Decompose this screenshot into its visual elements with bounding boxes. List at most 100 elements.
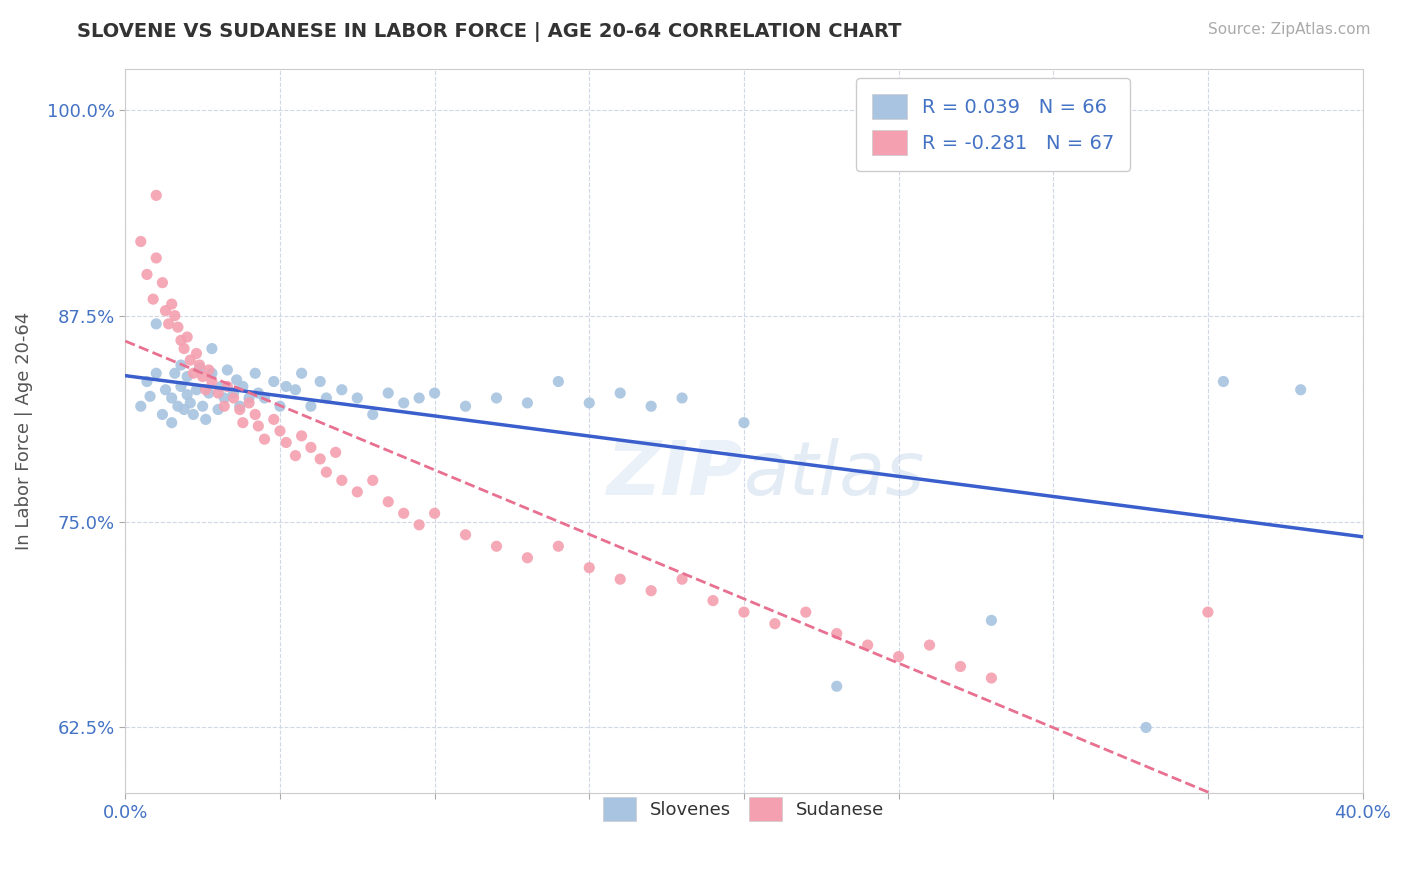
Point [346, 391, 368, 405]
Point [170, 358, 193, 372]
Point [291, 429, 314, 443]
Point [578, 560, 600, 574]
Point [167, 320, 190, 334]
Point [207, 402, 229, 417]
Point [408, 517, 430, 532]
Point [392, 506, 415, 520]
Point [1197, 605, 1219, 619]
Point [269, 424, 291, 438]
Point [139, 389, 162, 403]
Point [176, 369, 198, 384]
Point [825, 626, 848, 640]
Point [856, 638, 879, 652]
Point [671, 391, 693, 405]
Point [980, 613, 1002, 627]
Point [253, 432, 276, 446]
Point [247, 419, 270, 434]
Point [152, 276, 174, 290]
Point [733, 605, 755, 619]
Point [423, 386, 446, 401]
Point [253, 391, 276, 405]
Point [245, 366, 267, 380]
Point [284, 449, 307, 463]
Point [155, 303, 177, 318]
Point [980, 671, 1002, 685]
Point [167, 399, 190, 413]
Point [222, 391, 245, 405]
Point [217, 363, 239, 377]
Point [291, 366, 314, 380]
Point [949, 659, 972, 673]
Point [194, 383, 217, 397]
Point [145, 251, 167, 265]
Point [309, 375, 332, 389]
Point [309, 452, 332, 467]
Point [276, 435, 298, 450]
Point [207, 386, 229, 401]
Point [160, 391, 183, 405]
Point [454, 527, 477, 541]
Point [198, 363, 221, 377]
Point [284, 383, 307, 397]
Point [232, 416, 254, 430]
Point [188, 358, 211, 372]
Point [155, 383, 177, 397]
Point [516, 550, 538, 565]
Point [245, 408, 267, 422]
Point [191, 399, 214, 413]
Point [238, 391, 260, 405]
Point [392, 396, 415, 410]
Point [201, 342, 224, 356]
Point [152, 408, 174, 422]
Point [423, 506, 446, 520]
Point [163, 309, 186, 323]
Point [330, 383, 353, 397]
Point [263, 375, 285, 389]
Point [733, 416, 755, 430]
Point [825, 679, 848, 693]
Point [671, 572, 693, 586]
Point [887, 649, 910, 664]
Point [640, 399, 662, 413]
Point [269, 399, 291, 413]
Point [361, 408, 384, 422]
Legend: Slovenes, Sudanese: Slovenes, Sudanese [589, 783, 898, 835]
Point [173, 342, 195, 356]
Point [214, 399, 236, 413]
Point [170, 379, 193, 393]
Point [176, 387, 198, 401]
Point [315, 391, 337, 405]
Point [609, 572, 631, 586]
Point [142, 292, 165, 306]
Point [163, 366, 186, 380]
Point [547, 375, 569, 389]
Point [1289, 383, 1312, 397]
Point [188, 361, 211, 376]
Point [315, 465, 337, 479]
Point [222, 386, 245, 401]
Point [516, 396, 538, 410]
Point [330, 474, 353, 488]
Point [229, 402, 252, 417]
Point [173, 402, 195, 417]
Point [763, 616, 786, 631]
Point [186, 346, 208, 360]
Text: Source: ZipAtlas.com: Source: ZipAtlas.com [1208, 22, 1371, 37]
Point [346, 484, 368, 499]
Point [225, 373, 247, 387]
Point [229, 399, 252, 413]
Point [299, 399, 322, 413]
Point [136, 268, 159, 282]
Point [454, 399, 477, 413]
Point [176, 330, 198, 344]
Text: SLOVENE VS SUDANESE IN LABOR FORCE | AGE 20-64 CORRELATION CHART: SLOVENE VS SUDANESE IN LABOR FORCE | AGE… [77, 22, 901, 42]
Point [1135, 721, 1157, 735]
Point [198, 386, 221, 401]
Point [194, 412, 217, 426]
Point [325, 445, 347, 459]
Point [1212, 375, 1234, 389]
Y-axis label: In Labor Force | Age 20-64: In Labor Force | Age 20-64 [15, 312, 32, 550]
Point [129, 235, 152, 249]
Point [160, 297, 183, 311]
Point [217, 379, 239, 393]
